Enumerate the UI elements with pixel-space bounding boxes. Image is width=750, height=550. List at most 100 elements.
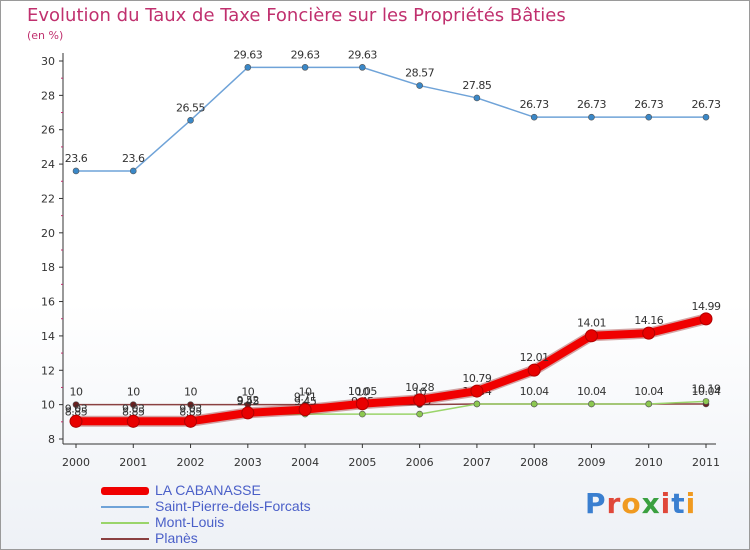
data-label: 29.63	[291, 48, 320, 61]
data-label: 8.85	[122, 405, 145, 418]
y-tick-label: 8	[48, 433, 55, 446]
y-tick-label: 30	[41, 55, 55, 68]
data-label: 9.71	[294, 391, 317, 404]
data-label: 12.01	[520, 351, 549, 364]
data-label: 9.03	[122, 402, 145, 415]
data-point	[359, 410, 366, 418]
data-point	[645, 113, 653, 121]
x-tick-label: 2002	[177, 456, 205, 469]
data-point	[473, 94, 481, 102]
data-point	[355, 397, 369, 411]
logo-letter: x	[641, 487, 661, 520]
data-label: 10.04	[520, 385, 549, 398]
y-tick-label: 26	[41, 124, 55, 137]
data-label: 10	[70, 386, 83, 399]
series-line	[76, 66, 706, 172]
y-tick-label: 24	[41, 158, 55, 171]
logo-letter: t	[671, 487, 686, 520]
legend-label: Saint-Pierre-dels-Forcats	[155, 498, 311, 514]
legend-swatch	[101, 538, 149, 540]
logo-letter: i	[660, 487, 672, 520]
x-tick-label: 2004	[291, 456, 319, 469]
data-label: 14.99	[692, 300, 721, 313]
data-label: 10.79	[462, 372, 491, 385]
x-tick-label: 2000	[62, 456, 90, 469]
data-label: 8.85	[179, 405, 202, 418]
data-label: 29.63	[348, 48, 377, 61]
data-point	[126, 414, 140, 428]
legend-label: LA CABANASSE	[155, 482, 261, 498]
y-tick-label: 10	[41, 399, 55, 412]
data-point	[416, 82, 423, 89]
data-label: 26.73	[520, 98, 549, 111]
data-label: 23.6	[65, 152, 88, 165]
data-point	[470, 384, 484, 398]
data-label: 10.19	[692, 382, 721, 395]
logo-letter: o	[621, 487, 642, 520]
y-tick-label: 20	[41, 227, 55, 240]
data-point	[184, 414, 198, 428]
logo-letter: i	[685, 487, 697, 520]
data-label: 26.73	[577, 98, 606, 111]
data-label: 8.85	[65, 405, 88, 418]
x-tick-label: 2010	[635, 456, 663, 469]
data-label: 9.03	[179, 402, 202, 415]
data-label: 10.04	[692, 385, 721, 398]
data-label: 10	[299, 386, 312, 399]
y-tick-label: 28	[41, 89, 55, 102]
data-point	[530, 113, 538, 121]
data-label: 9.45	[294, 395, 317, 408]
y-tick-label: 12	[41, 364, 55, 377]
data-point	[473, 400, 481, 408]
data-point	[72, 167, 80, 175]
data-point	[359, 64, 366, 71]
x-tick-label: 2009	[577, 456, 605, 469]
logo-letter: r	[606, 487, 622, 520]
data-point	[244, 64, 252, 71]
data-point	[187, 116, 194, 124]
x-tick-label: 2011	[692, 456, 720, 469]
data-point	[129, 401, 137, 408]
legend-swatch	[101, 506, 149, 508]
data-point	[69, 414, 83, 428]
data-label: 23.6	[122, 152, 145, 165]
data-label: 9.52	[237, 394, 260, 407]
data-point	[588, 113, 595, 121]
data-label: 10	[241, 386, 254, 399]
y-tick-label: 18	[41, 261, 55, 274]
data-point	[530, 400, 538, 408]
data-label: 10	[184, 386, 197, 399]
data-point	[416, 410, 423, 418]
proxiti-logo: Proxiti	[585, 487, 696, 520]
y-tick-label: 22	[41, 192, 55, 205]
data-point	[588, 400, 595, 408]
data-point	[642, 326, 656, 340]
data-label: 14.16	[634, 314, 663, 327]
data-label: 26.55	[176, 101, 205, 114]
chart-subtitle: (en %)	[27, 29, 64, 42]
data-label: 9.45	[237, 395, 260, 408]
x-tick-label: 2003	[234, 456, 262, 469]
y-tick-label: 14	[41, 330, 55, 343]
x-tick-label: 2008	[520, 456, 548, 469]
x-tick-label: 2007	[463, 456, 491, 469]
data-point	[241, 406, 255, 420]
legend-swatch	[101, 522, 149, 524]
data-point	[584, 329, 598, 343]
data-label: 29.63	[233, 48, 262, 61]
data-label: 27.85	[462, 79, 491, 92]
legend-label: Mont-Louis	[155, 514, 225, 530]
data-point	[702, 398, 710, 405]
series-line	[76, 315, 707, 426]
data-point	[699, 312, 713, 326]
legend-swatch	[101, 487, 149, 495]
data-point	[413, 393, 427, 407]
logo-letter: P	[585, 487, 607, 520]
data-label: 10.04	[577, 385, 606, 398]
legend-label: Planès	[155, 530, 198, 546]
data-point	[702, 113, 710, 121]
data-label: 10.04	[634, 385, 663, 398]
data-label: 14.01	[577, 317, 606, 330]
y-tick-label: 16	[41, 296, 55, 309]
